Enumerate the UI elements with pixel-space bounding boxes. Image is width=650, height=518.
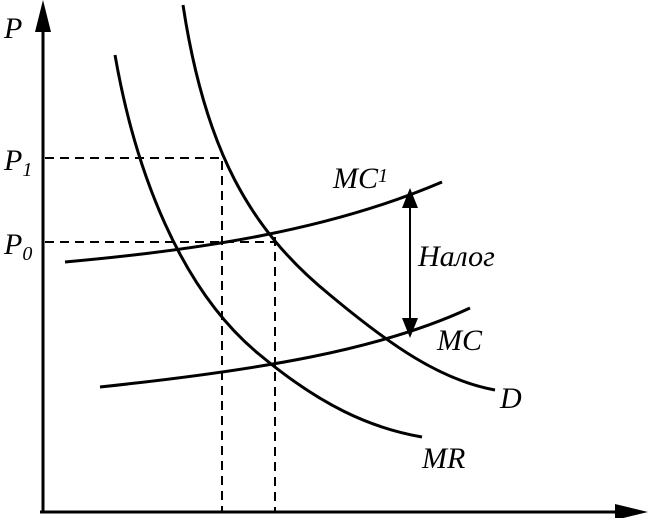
curve-label: MC	[436, 324, 483, 357]
mc-curve	[99, 306, 471, 389]
x-arrow	[615, 504, 648, 518]
guide-p1	[45, 157, 223, 512]
price-label: P1	[3, 144, 32, 181]
price-label: P0	[3, 228, 32, 265]
y-axis-label: P	[3, 12, 22, 45]
mr-curve	[113, 54, 423, 439]
curve-label: D	[499, 382, 522, 415]
mc1-curve	[64, 180, 443, 264]
tax-label: Налог	[417, 240, 495, 273]
curve-label: MC1	[332, 162, 388, 195]
y-arrow	[35, 0, 51, 32]
curve-label: MR	[421, 442, 465, 475]
demand-curve	[181, 4, 496, 392]
